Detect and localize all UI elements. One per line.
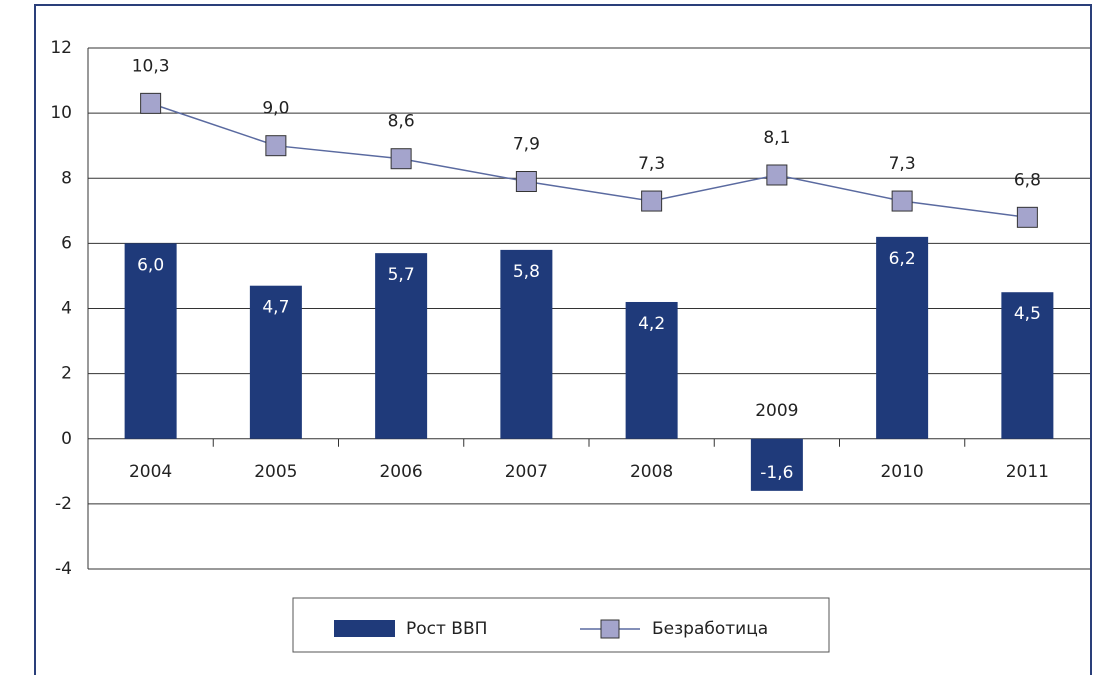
line-marker <box>390 148 412 170</box>
frame <box>34 4 1092 675</box>
bar-value-label: 4,7 <box>262 298 289 318</box>
bar-value-label: 4,5 <box>1014 304 1041 324</box>
line-marker <box>265 135 287 157</box>
line-marker <box>1016 206 1038 228</box>
x-tick-label: 2005 <box>254 462 297 482</box>
line-marker <box>891 190 913 212</box>
bar-value-label: 4,2 <box>638 314 665 334</box>
bar <box>249 285 302 439</box>
bar <box>876 236 929 439</box>
y-tick-label: 10 <box>50 103 72 123</box>
x-tick-label: 2009 <box>755 401 798 421</box>
bar-value-label: 5,8 <box>513 262 540 282</box>
bar-value-label: 6,2 <box>889 249 916 269</box>
y-tick-label: 8 <box>61 168 72 188</box>
line-marker <box>766 164 788 186</box>
bar <box>375 253 428 439</box>
x-tick-label: 2004 <box>129 462 172 482</box>
line-value-label: 8,1 <box>763 128 790 148</box>
y-tick-label: 12 <box>50 38 72 58</box>
legend-swatch <box>334 620 395 637</box>
x-tick-label: 2011 <box>1006 462 1049 482</box>
bar <box>124 243 177 439</box>
line-value-label: 10,3 <box>132 56 170 76</box>
line-value-label: 7,3 <box>638 154 665 174</box>
y-tick-label: -2 <box>55 494 72 514</box>
line-value-label: 7,9 <box>513 135 540 155</box>
x-tick-label: 2007 <box>505 462 548 482</box>
y-tick-label: 4 <box>61 299 72 319</box>
bar <box>625 301 678 439</box>
line-marker <box>140 92 162 114</box>
y-tick-label: -4 <box>55 559 72 579</box>
bar-value-label: 5,7 <box>388 265 415 285</box>
line-value-label: 8,6 <box>388 112 415 132</box>
line-marker <box>641 190 663 212</box>
line <box>150 102 1028 219</box>
bar-value-label: -1,6 <box>760 463 793 483</box>
x-tick-label: 2010 <box>880 462 923 482</box>
legend-label: Безработица <box>652 619 768 639</box>
y-tick-label: 6 <box>61 233 72 253</box>
line-value-label: 7,3 <box>889 154 916 174</box>
x-tick-label: 2008 <box>630 462 673 482</box>
bar <box>500 249 553 439</box>
y-tick-label: 2 <box>61 364 72 384</box>
bar-value-label: 6,0 <box>137 255 164 275</box>
line-marker <box>515 171 537 193</box>
y-tick-label: 0 <box>61 429 72 449</box>
bar <box>750 438 803 491</box>
x-tick-label: 2006 <box>379 462 422 482</box>
line-value-label: 9,0 <box>262 99 289 119</box>
line-value-label: 6,8 <box>1014 170 1041 190</box>
legend-label: Рост ВВП <box>406 619 487 639</box>
bar <box>1001 292 1054 439</box>
legend-marker <box>600 619 620 639</box>
